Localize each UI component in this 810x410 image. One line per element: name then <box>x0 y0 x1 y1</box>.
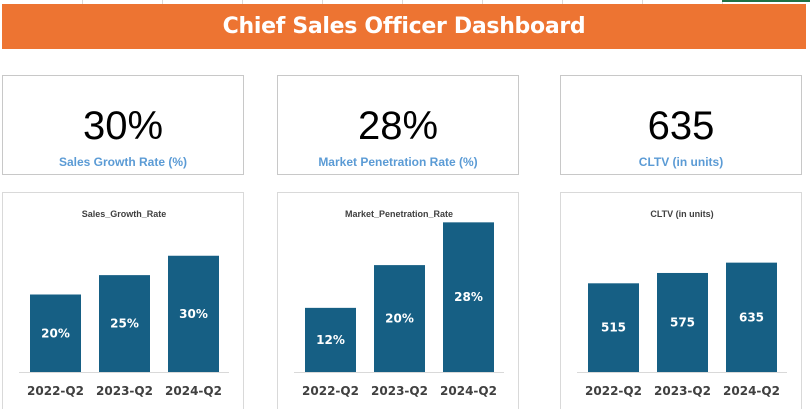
kpi-value: 30% <box>82 104 164 148</box>
chart-title: CLTV (in units) <box>650 209 713 219</box>
x-tick-label: 2024-Q2 <box>165 384 222 398</box>
x-tick-label: 2023-Q2 <box>96 384 153 398</box>
kpi-label: Market Penetration Rate (%) <box>318 155 478 169</box>
kpi-card-cltv[interactable]: 635 CLTV (in units) <box>560 75 802 175</box>
kpi-label: CLTV (in units) <box>638 155 724 169</box>
kpi-value: 635 <box>647 104 715 148</box>
kpi-card-market-penetration[interactable]: 28% Market Penetration Rate (%) <box>277 75 519 175</box>
bar[interactable] <box>30 294 81 373</box>
data-label: 20% <box>41 326 70 340</box>
x-tick-label: 2022-Q2 <box>302 384 359 398</box>
bar[interactable] <box>443 222 494 372</box>
chart-svg: CLTV (in units) 515 2022-Q2 575 2023-Q2 635 20… <box>577 209 787 398</box>
data-label: 515 <box>601 321 626 335</box>
bar[interactable] <box>305 307 356 372</box>
chart-title: Sales_Growth_Rate <box>82 209 167 219</box>
kpi-label: Sales Growth Rate (%) <box>58 155 188 169</box>
data-label: 575 <box>670 315 695 329</box>
bar[interactable] <box>168 255 219 372</box>
bar[interactable] <box>657 272 708 372</box>
data-label: 28% <box>454 290 483 304</box>
x-tick-label: 2024-Q2 <box>723 384 780 398</box>
bar[interactable] <box>588 283 639 372</box>
data-label: 635 <box>739 310 764 324</box>
x-tick-label: 2022-Q2 <box>27 384 84 398</box>
kpi-value: 28% <box>357 104 439 148</box>
chart-title: Market_Penetration_Rate <box>345 209 453 219</box>
data-label: 20% <box>385 312 414 326</box>
chart-cltv[interactable]: CLTV (in units) 515 2022-Q2 575 2023-Q2 635 20… <box>560 192 802 409</box>
data-label: 25% <box>110 317 139 331</box>
x-tick-label: 2023-Q2 <box>371 384 428 398</box>
selected-cell-indicator <box>722 0 810 2</box>
bar[interactable] <box>726 262 777 372</box>
chart-market-penetration[interactable]: Market_Penetration_Rate 12% 2022-Q2 20% 2023… <box>277 192 519 409</box>
data-label: 30% <box>179 307 208 321</box>
chart-svg: Sales_Growth_Rate 20% 2022-Q2 25% 2023-Q2 30%… <box>19 209 229 398</box>
x-tick-label: 2023-Q2 <box>654 384 711 398</box>
dashboard-title: Chief Sales Officer Dashboard <box>2 4 806 49</box>
sheet-gridlines <box>0 0 810 4</box>
data-label: 12% <box>316 333 345 347</box>
chart-sales-growth[interactable]: Sales_Growth_Rate 20% 2022-Q2 25% 2023-Q2 30%… <box>2 192 244 409</box>
chart-svg: Market_Penetration_Rate 12% 2022-Q2 20% 2023… <box>294 209 504 398</box>
bar[interactable] <box>374 265 425 372</box>
bar[interactable] <box>99 275 150 372</box>
kpi-card-sales-growth[interactable]: 30% Sales Growth Rate (%) <box>2 75 244 175</box>
x-tick-label: 2024-Q2 <box>440 384 497 398</box>
x-tick-label: 2022-Q2 <box>585 384 642 398</box>
